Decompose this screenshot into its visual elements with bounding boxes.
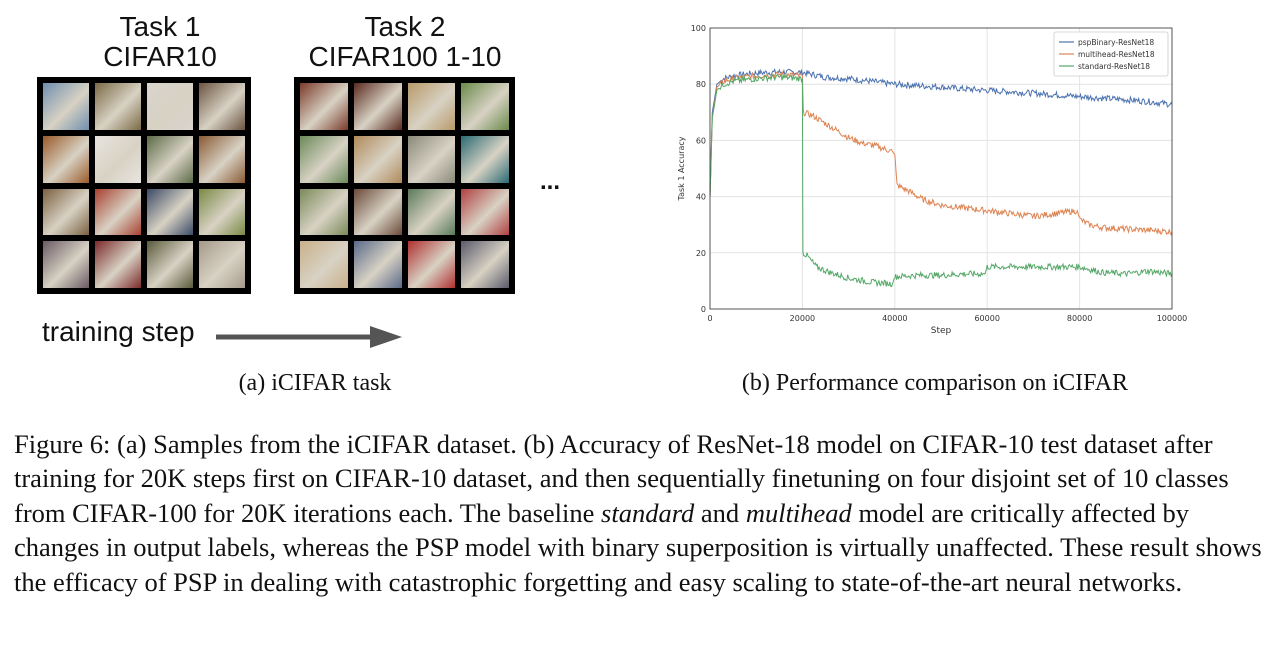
- caption-suffix: model are critically affected by changes…: [14, 497, 1262, 597]
- caption-italic-multihead: multihead: [745, 497, 852, 528]
- thumbnail-deer: [147, 135, 193, 183]
- caption-mid: and: [694, 497, 746, 528]
- arrow-right-icon: [216, 326, 402, 348]
- subcaption-b: (b) Performance comparison on iCIFAR: [741, 370, 1129, 396]
- legend-entry: standard-ResNet18: [1078, 62, 1150, 71]
- thumbnail-beaver: [353, 188, 402, 236]
- x-axis-label: Step: [931, 326, 952, 336]
- chart-legend: pspBinary-ResNet18 multihead-ResNet18 stan…: [1053, 31, 1169, 77]
- caption-prefix: Figure 6: (a) Samples from the iCIFAR da…: [14, 429, 1229, 528]
- thumbnail-bird: [199, 135, 245, 183]
- thumbnail-dog: [95, 135, 141, 183]
- task2-title: Task 2: [364, 11, 446, 42]
- thumbnail-aquarium-fish: [353, 83, 402, 130]
- task2-subtitle: CIFAR100 1-10: [308, 41, 502, 72]
- thumbnail-beaver: [300, 241, 348, 288]
- thumbnail-bowl: [461, 241, 509, 288]
- thumbnail-deer: [147, 241, 193, 288]
- x-tick-label: 20000: [790, 314, 815, 323]
- x-tick-label: 100000: [1157, 314, 1188, 323]
- subcaption-a: (a) iCIFAR task: [238, 370, 392, 396]
- y-axis-label: Task 1 Accuracy: [677, 136, 686, 201]
- legend-box: [1053, 31, 1169, 77]
- chart-axes: 0 20000 40000 60000 80000 100000 0 20 40 60 80 100 S…: [677, 24, 1187, 336]
- thumbnail-camel: [461, 135, 509, 183]
- thumbnail-bowl: [353, 135, 402, 183]
- y-tick-label: 20: [696, 249, 706, 258]
- thumbnail-camel: [407, 83, 456, 130]
- series-line-standard-ResNet18: [709, 73, 1173, 288]
- task2-title-block: Task 2 CIFAR100 1-10: [280, 12, 530, 72]
- y-tick-label: 0: [701, 305, 706, 314]
- legend-entry: pspBinary-ResNet18: [1078, 38, 1154, 47]
- training-step-label: training step: [42, 316, 195, 347]
- legend-entry: multihead-ResNet18: [1078, 50, 1155, 59]
- thumbnail-airplane: [43, 83, 89, 130]
- y-tick-label: 40: [696, 193, 706, 202]
- thumbnail-beaver: [300, 83, 348, 130]
- chart-series-lines: [709, 67, 1173, 288]
- y-tick-label: 100: [691, 24, 706, 33]
- thumbnail-truck: [95, 188, 141, 236]
- thumbnail-cat: [199, 241, 245, 288]
- x-tick-label: 40000: [882, 314, 907, 323]
- thumbnail-bottle: [461, 188, 509, 236]
- thumbnail-automobile: [147, 188, 193, 236]
- y-tick-label: 60: [696, 136, 706, 145]
- thumbnail-deer: [199, 188, 245, 236]
- thumbnail-camel: [407, 135, 456, 183]
- series-line-pspBinary-ResNet18: [709, 67, 1173, 197]
- thumbnail-bottle: [353, 241, 402, 288]
- thumbnail-bird: [147, 83, 193, 130]
- more-tasks-ellipsis: ...: [540, 168, 561, 195]
- task1-subtitle: CIFAR10: [103, 41, 217, 72]
- task1-image-grid: [37, 77, 251, 294]
- task1-title: Task 1: [119, 11, 201, 42]
- figure-caption: Figure 6: (a) Samples from the iCIFAR da…: [14, 427, 1268, 599]
- thumbnail-automobile: [43, 241, 89, 288]
- thumbnail-frog: [199, 83, 245, 130]
- thumbnail-bowl: [300, 188, 348, 236]
- plot-frame: [709, 27, 1173, 310]
- y-tick-label: 80: [696, 80, 706, 89]
- thumbnail-horse: [43, 188, 89, 236]
- thumbnail-apple: [461, 83, 509, 130]
- thumbnail-frog: [43, 135, 89, 183]
- accuracy-line-chart: 0 20000 40000 60000 80000 100000 0 20 40 60 80 100 S…: [677, 24, 1187, 336]
- task2-image-grid: [294, 77, 515, 294]
- thumbnail-fish: [300, 135, 348, 183]
- thumbnail-butterfly: [407, 188, 456, 236]
- thumbnail-bird: [407, 241, 456, 288]
- thumbnail-truck: [95, 241, 141, 288]
- caption-italic-standard: standard: [601, 497, 695, 528]
- x-tick-label: 80000: [1067, 314, 1092, 323]
- x-tick-label: 0: [707, 314, 712, 323]
- task1-title-block: Task 1 CIFAR10: [60, 12, 260, 72]
- thumbnail-frog: [95, 83, 141, 130]
- x-tick-label: 60000: [974, 314, 999, 323]
